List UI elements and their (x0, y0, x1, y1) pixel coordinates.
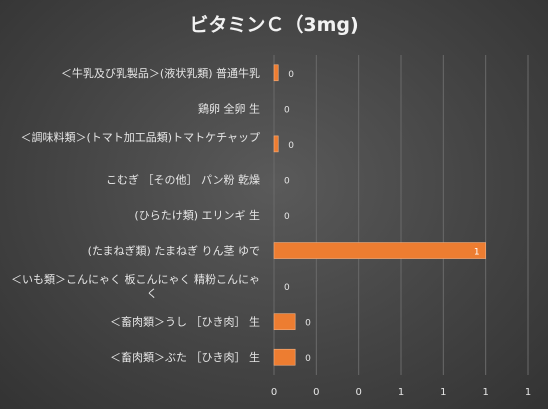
x-tick-label: 1 (525, 387, 531, 398)
x-tick-label: 1 (482, 387, 488, 398)
data-label: 0 (288, 70, 294, 80)
x-tick-label: 0 (271, 387, 277, 398)
data-label: 0 (288, 141, 294, 151)
category-label: ＜畜肉類＞うし ［ひき肉］ 生 (110, 315, 260, 329)
x-tick-label: 0 (355, 387, 361, 398)
data-label: 0 (284, 176, 290, 186)
data-label: 0 (284, 105, 290, 115)
category-label: ＜牛乳及び乳製品＞(液状乳類) 普通牛乳 (61, 66, 260, 80)
data-label: 0 (284, 283, 290, 293)
bar (273, 64, 279, 82)
category-label: 鶏卵 全卵 生 (198, 101, 260, 115)
chart-title: ビタミンＣ（3mg) (189, 14, 359, 36)
category-label: ＜畜肉類＞ぶた ［ひき肉］ 生 (110, 350, 260, 364)
data-label: 1 (474, 248, 480, 258)
category-label: ＜いも類＞こんにゃく 板こんにゃく 精粉こんにゃく (11, 272, 260, 300)
bar (273, 242, 486, 259)
bar (273, 135, 279, 153)
data-label: 0 (284, 212, 290, 222)
category-label: (たまねぎ類) たまねぎ りん茎 ゆで (88, 244, 260, 258)
x-tick-label: 0 (313, 387, 319, 398)
data-label: 0 (305, 319, 311, 329)
data-label: 0 (305, 354, 311, 364)
bar (273, 348, 296, 366)
category-label: (ひらたけ類) エリンギ 生 (134, 208, 260, 222)
x-tick-label: 1 (440, 387, 446, 398)
bar (273, 313, 296, 330)
category-label: ＜調味料類＞(トマト加工品類)トマトケチャップ (21, 130, 260, 144)
category-label: こむぎ ［その他］ パン粉 乾燥 (106, 172, 260, 186)
x-tick-label: 1 (398, 387, 404, 398)
